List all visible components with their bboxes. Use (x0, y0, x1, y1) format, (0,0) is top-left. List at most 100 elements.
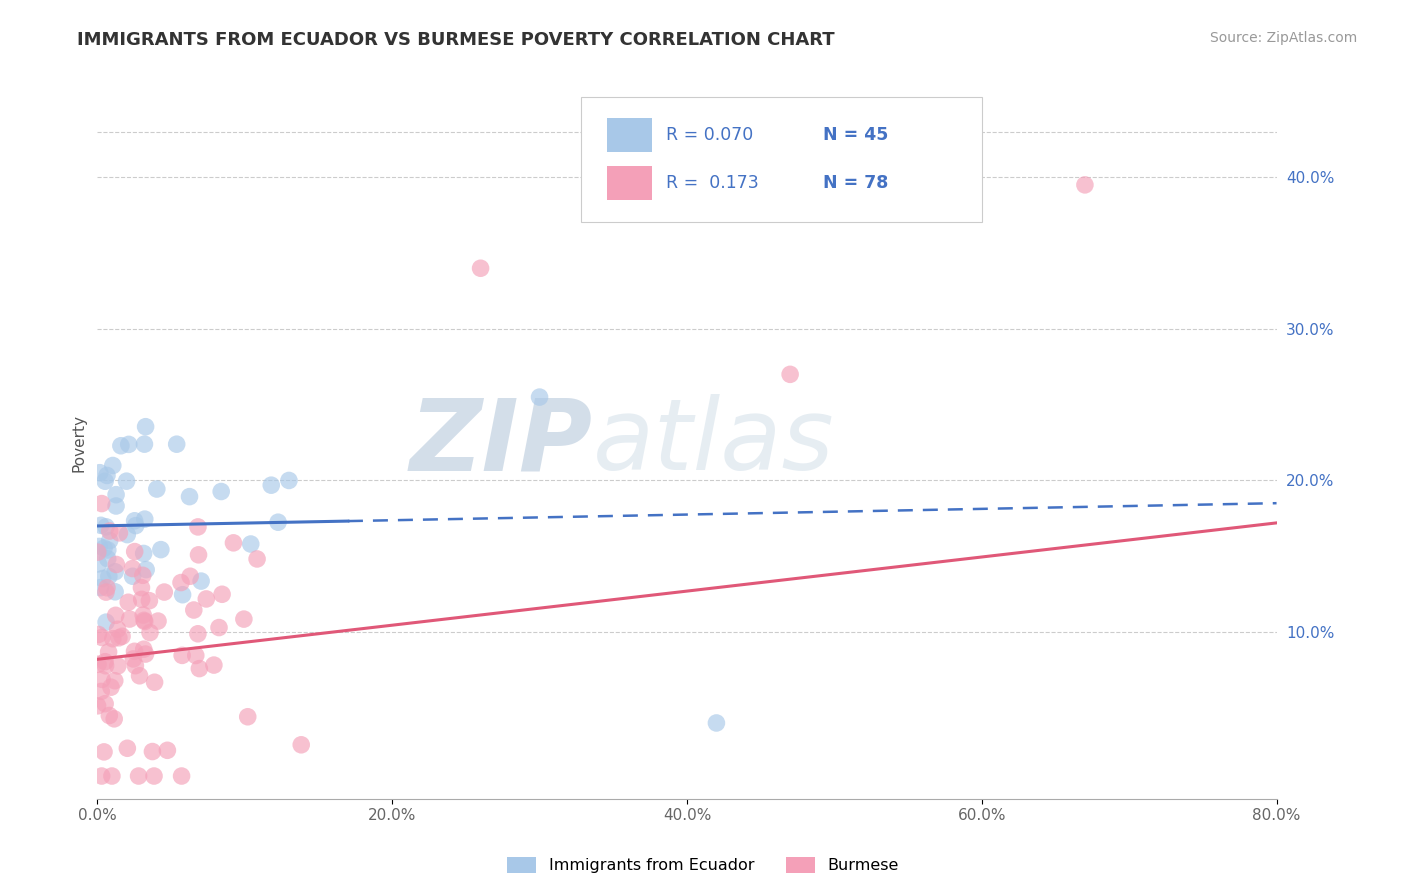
Point (529, 390, 551, 404)
Point (195, 591, 218, 606)
Point (91, 673, 114, 687)
Point (170, 575, 193, 590)
Point (96, 468, 118, 483)
Point (104, 608, 127, 623)
Point (134, 437, 156, 451)
Point (96, 581, 118, 595)
Point (139, 625, 162, 640)
Point (90, 518, 112, 533)
Point (104, 584, 127, 599)
Point (135, 419, 157, 434)
Point (110, 439, 132, 453)
Point (89, 581, 111, 595)
Point (172, 648, 194, 663)
Point (232, 612, 254, 626)
Point (117, 527, 139, 541)
Point (132, 568, 155, 582)
Point (93, 745, 115, 759)
Point (104, 565, 127, 579)
Point (187, 627, 209, 641)
Point (86, 698, 108, 713)
Text: IMMIGRANTS FROM ECUADOR VS BURMESE POVERTY CORRELATION CHART: IMMIGRANTS FROM ECUADOR VS BURMESE POVER… (77, 31, 835, 49)
Point (111, 629, 134, 643)
Point (246, 552, 269, 566)
Point (236, 710, 259, 724)
Point (105, 488, 128, 502)
Point (90, 769, 112, 783)
Point (179, 490, 201, 504)
Point (98, 533, 121, 548)
Point (124, 658, 146, 673)
Point (132, 546, 155, 560)
Point (149, 542, 172, 557)
Point (115, 474, 138, 488)
Point (90, 497, 112, 511)
Point (187, 548, 209, 562)
Legend: Immigrants from Ecuador, Burmese: Immigrants from Ecuador, Burmese (501, 850, 905, 880)
Point (121, 561, 143, 575)
Point (93, 541, 115, 556)
Point (101, 769, 124, 783)
Point (104, 673, 127, 688)
Point (141, 745, 163, 759)
Point (87, 545, 110, 559)
Text: atlas: atlas (592, 394, 834, 491)
Point (190, 574, 212, 588)
Point (108, 525, 131, 540)
Point (131, 592, 153, 607)
Point (89, 466, 111, 480)
Point (94, 655, 117, 669)
Point (211, 587, 233, 601)
Point (278, 474, 301, 488)
Point (146, 482, 169, 496)
Point (134, 615, 156, 629)
Point (98, 524, 121, 538)
Y-axis label: Poverty: Poverty (72, 414, 86, 472)
Point (97, 543, 120, 558)
Point (132, 608, 155, 623)
Text: ZIP: ZIP (409, 394, 592, 491)
Point (134, 647, 156, 661)
Point (143, 675, 166, 690)
Point (107, 622, 129, 636)
Point (103, 712, 125, 726)
Point (100, 680, 122, 694)
Point (124, 544, 146, 558)
Point (101, 458, 124, 473)
Point (290, 738, 312, 752)
Point (170, 769, 193, 783)
Point (779, 368, 801, 382)
Point (188, 662, 211, 676)
Point (107, 659, 129, 673)
Point (121, 569, 143, 583)
Point (101, 632, 124, 646)
Point (143, 769, 166, 783)
Point (124, 514, 146, 528)
Point (128, 669, 150, 683)
Point (183, 603, 205, 617)
Point (131, 581, 153, 595)
Point (118, 612, 141, 626)
Point (239, 537, 262, 551)
Point (222, 536, 245, 550)
Point (89, 540, 111, 554)
Point (132, 613, 155, 627)
Point (87, 627, 110, 641)
Point (97, 551, 120, 566)
Point (146, 614, 169, 628)
Point (128, 769, 150, 783)
Point (166, 437, 188, 451)
Point (1074, 178, 1097, 192)
Point (125, 518, 148, 533)
Point (179, 569, 201, 583)
FancyBboxPatch shape (607, 118, 651, 152)
Point (132, 642, 155, 657)
Point (105, 499, 128, 513)
Point (138, 593, 160, 607)
Point (153, 585, 176, 599)
Point (90, 684, 112, 698)
Text: N = 78: N = 78 (823, 174, 889, 193)
Text: Source: ZipAtlas.com: Source: ZipAtlas.com (1209, 31, 1357, 45)
Point (122, 652, 145, 666)
Point (260, 478, 283, 492)
